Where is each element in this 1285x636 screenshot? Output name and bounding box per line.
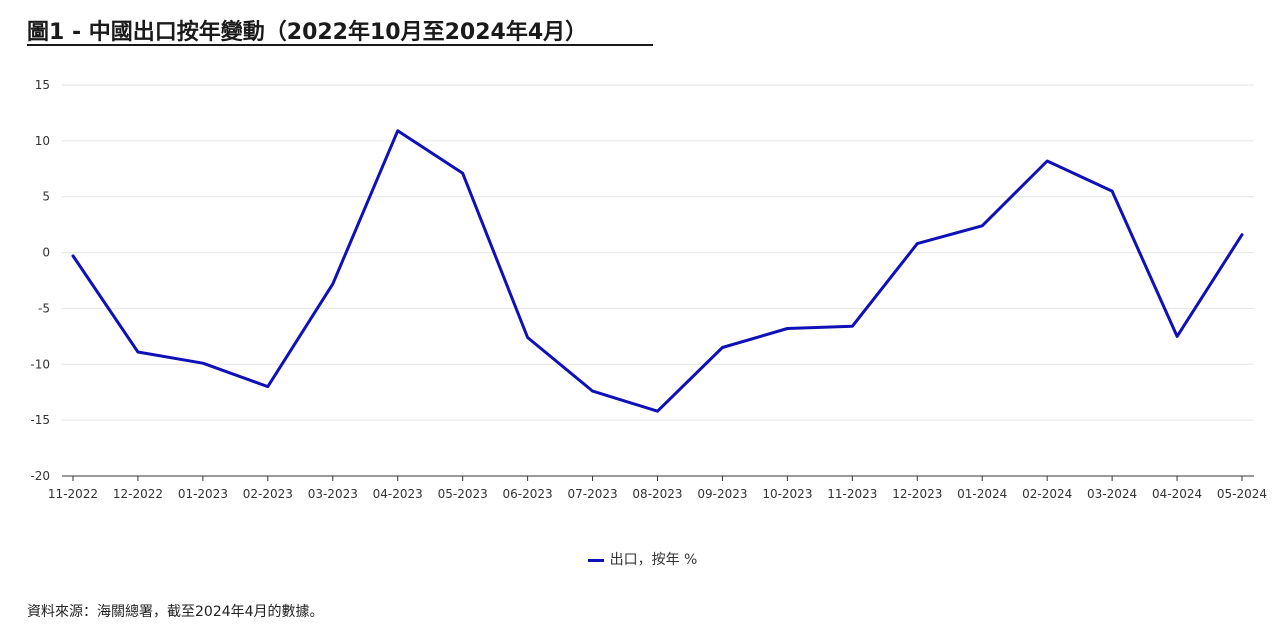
line-chart: 15 10 5 0 -5 -10 -15 -20 11-2022 12-2022 01-2023 02… xyxy=(30,78,1267,501)
series-line xyxy=(71,129,1244,413)
x-tick-label: 04-2023 xyxy=(373,487,423,501)
legend[interactable]: 出口，按年 % xyxy=(0,549,1285,569)
y-tick-label: 0 xyxy=(42,246,50,260)
x-tick-label: 03-2023 xyxy=(308,487,358,501)
x-tick-label: 10-2023 xyxy=(762,487,812,501)
legend-label: 出口，按年 % xyxy=(609,552,698,568)
x-tick-label: 12-2023 xyxy=(892,487,942,501)
x-tick-label: 04-2024 xyxy=(1152,487,1202,501)
x-tick-label: 02-2024 xyxy=(1022,487,1072,501)
chart-title: 圖1 - 中國出口按年變動（2022年10月至2024年4月） xyxy=(27,20,588,45)
x-tick-label: 01-2023 xyxy=(178,487,228,501)
legend-swatch xyxy=(587,558,604,562)
x-tick-label: 11-2022 xyxy=(48,487,98,501)
y-tick-label: 10 xyxy=(35,134,50,148)
y-tick-label: -5 xyxy=(38,301,50,315)
x-tick-label: 09-2023 xyxy=(697,487,747,501)
x-tick-label: 12-2022 xyxy=(113,487,163,501)
y-tick-label: -10 xyxy=(30,357,50,371)
title-underline xyxy=(27,44,653,46)
x-tick-label: 01-2024 xyxy=(957,487,1007,501)
x-tick-label: 05-2023 xyxy=(438,487,488,501)
x-tick-label: 08-2023 xyxy=(632,487,682,501)
x-tick-label: 05-2024 xyxy=(1217,487,1267,501)
x-tick-label: 11-2023 xyxy=(827,487,877,501)
x-tick-label: 07-2023 xyxy=(567,487,617,501)
x-tick-label: 02-2023 xyxy=(243,487,293,501)
y-tick-label: -15 xyxy=(30,413,50,427)
x-tick-label: 03-2024 xyxy=(1087,487,1137,501)
x-tick-label: 06-2023 xyxy=(503,487,553,501)
y-tick-label: -20 xyxy=(30,469,50,483)
source-note: 資料來源：海關總署，截至2024年4月的數據。 xyxy=(27,604,324,620)
y-tick-label: 15 xyxy=(35,78,50,92)
y-tick-label: 5 xyxy=(42,190,50,204)
